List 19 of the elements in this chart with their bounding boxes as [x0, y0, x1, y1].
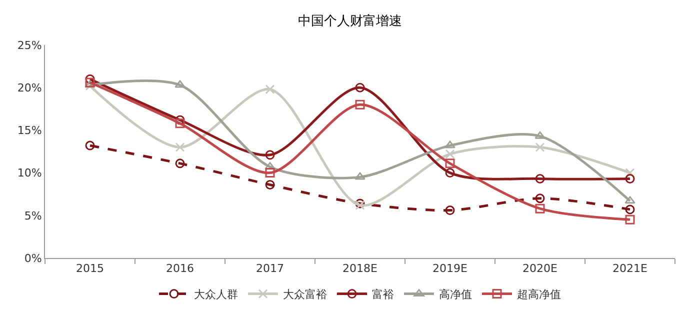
- x-tick-label: 2021E: [612, 262, 648, 276]
- chart-title: 中国个人财富增速: [298, 13, 402, 30]
- x-tick-label: 2016: [166, 262, 194, 276]
- x-tick-label: 2015: [76, 262, 104, 276]
- legend-label: 富裕: [372, 288, 394, 302]
- x-tick-label: 2020E: [522, 262, 558, 276]
- y-tick-label: 0%: [24, 252, 42, 265]
- legend-label: 大众富裕: [283, 288, 327, 302]
- x-tick-label: 2018E: [342, 262, 378, 276]
- y-tick-label: 5%: [24, 209, 42, 222]
- y-tick-label: 25%: [17, 38, 42, 52]
- legend-label: 大众人群: [194, 288, 238, 302]
- y-tick-label: 10%: [17, 166, 42, 180]
- legend-label: 超高净值: [517, 288, 561, 302]
- x-tick-label: 2017: [256, 262, 284, 276]
- legend-label: 高净值: [439, 288, 472, 302]
- y-tick-label: 20%: [17, 81, 42, 94]
- y-tick-label: 15%: [17, 124, 42, 138]
- x-tick-label: 2019E: [432, 262, 468, 276]
